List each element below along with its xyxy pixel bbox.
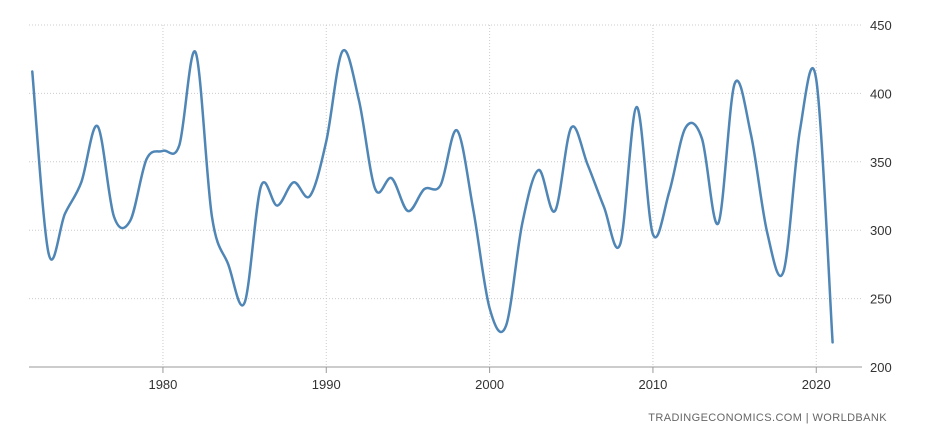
data-point [112,215,116,219]
data-point [226,262,230,266]
data-point [488,306,492,310]
data-point [259,184,263,188]
y-tick-label: 450 [870,18,892,33]
x-tick-label: 2000 [475,377,504,392]
x-tick-label: 2010 [638,377,667,392]
x-tick-label: 1990 [312,377,341,392]
data-point [635,105,639,109]
data-point [63,212,67,216]
data-point [357,98,361,102]
data-point [537,168,541,172]
data-point [716,221,720,225]
data-point [373,187,377,191]
data-point [602,205,606,209]
data-point [684,126,688,130]
data-point [569,126,573,130]
data-point [308,194,312,198]
data-point [667,190,671,194]
data-point [814,78,818,82]
data-point [406,209,410,213]
data-point [243,301,247,305]
x-tick-label: 1980 [148,377,177,392]
y-tick-label: 200 [870,360,892,375]
data-point [618,242,622,246]
source-credit: TRADINGECONOMICS.COM | WORLDBANK [648,412,887,424]
data-point [324,139,328,143]
y-tick-label: 400 [870,86,892,101]
data-point [341,49,345,53]
series-layer [30,48,835,344]
data-point [128,219,132,223]
y-tick-label: 300 [870,223,892,238]
data-point [145,157,149,161]
data-point [455,128,459,132]
data-point [96,124,100,128]
data-point [520,221,524,225]
y-tick-label: 250 [870,292,892,307]
data-point [390,176,394,180]
data-point [79,180,83,184]
data-point [210,215,214,219]
data-point [553,209,557,213]
data-point [586,163,590,167]
x-axis: 1980 1990 2000 2010 2020 [29,366,862,392]
data-point [194,50,198,54]
data-point [765,231,769,235]
data-point [651,232,655,236]
data-point [422,187,426,191]
x-tick-label: 2020 [802,377,831,392]
grid-lines [29,24,862,367]
data-point [831,340,835,344]
data-point [47,251,51,255]
data-point [782,269,786,273]
y-axis: 200 250 300 350 400 450 [870,18,892,375]
data-point [292,180,296,184]
data-point [177,143,181,147]
data-point [504,324,508,328]
data-point [749,132,753,136]
data-point [275,204,279,208]
data-point [798,128,802,132]
data-point [733,82,737,86]
data-point [161,149,165,153]
data-point [471,208,475,212]
series-line [31,48,834,344]
data-point [30,70,34,74]
data-point [439,183,443,187]
y-tick-label: 350 [870,155,892,170]
data-point [700,137,704,141]
